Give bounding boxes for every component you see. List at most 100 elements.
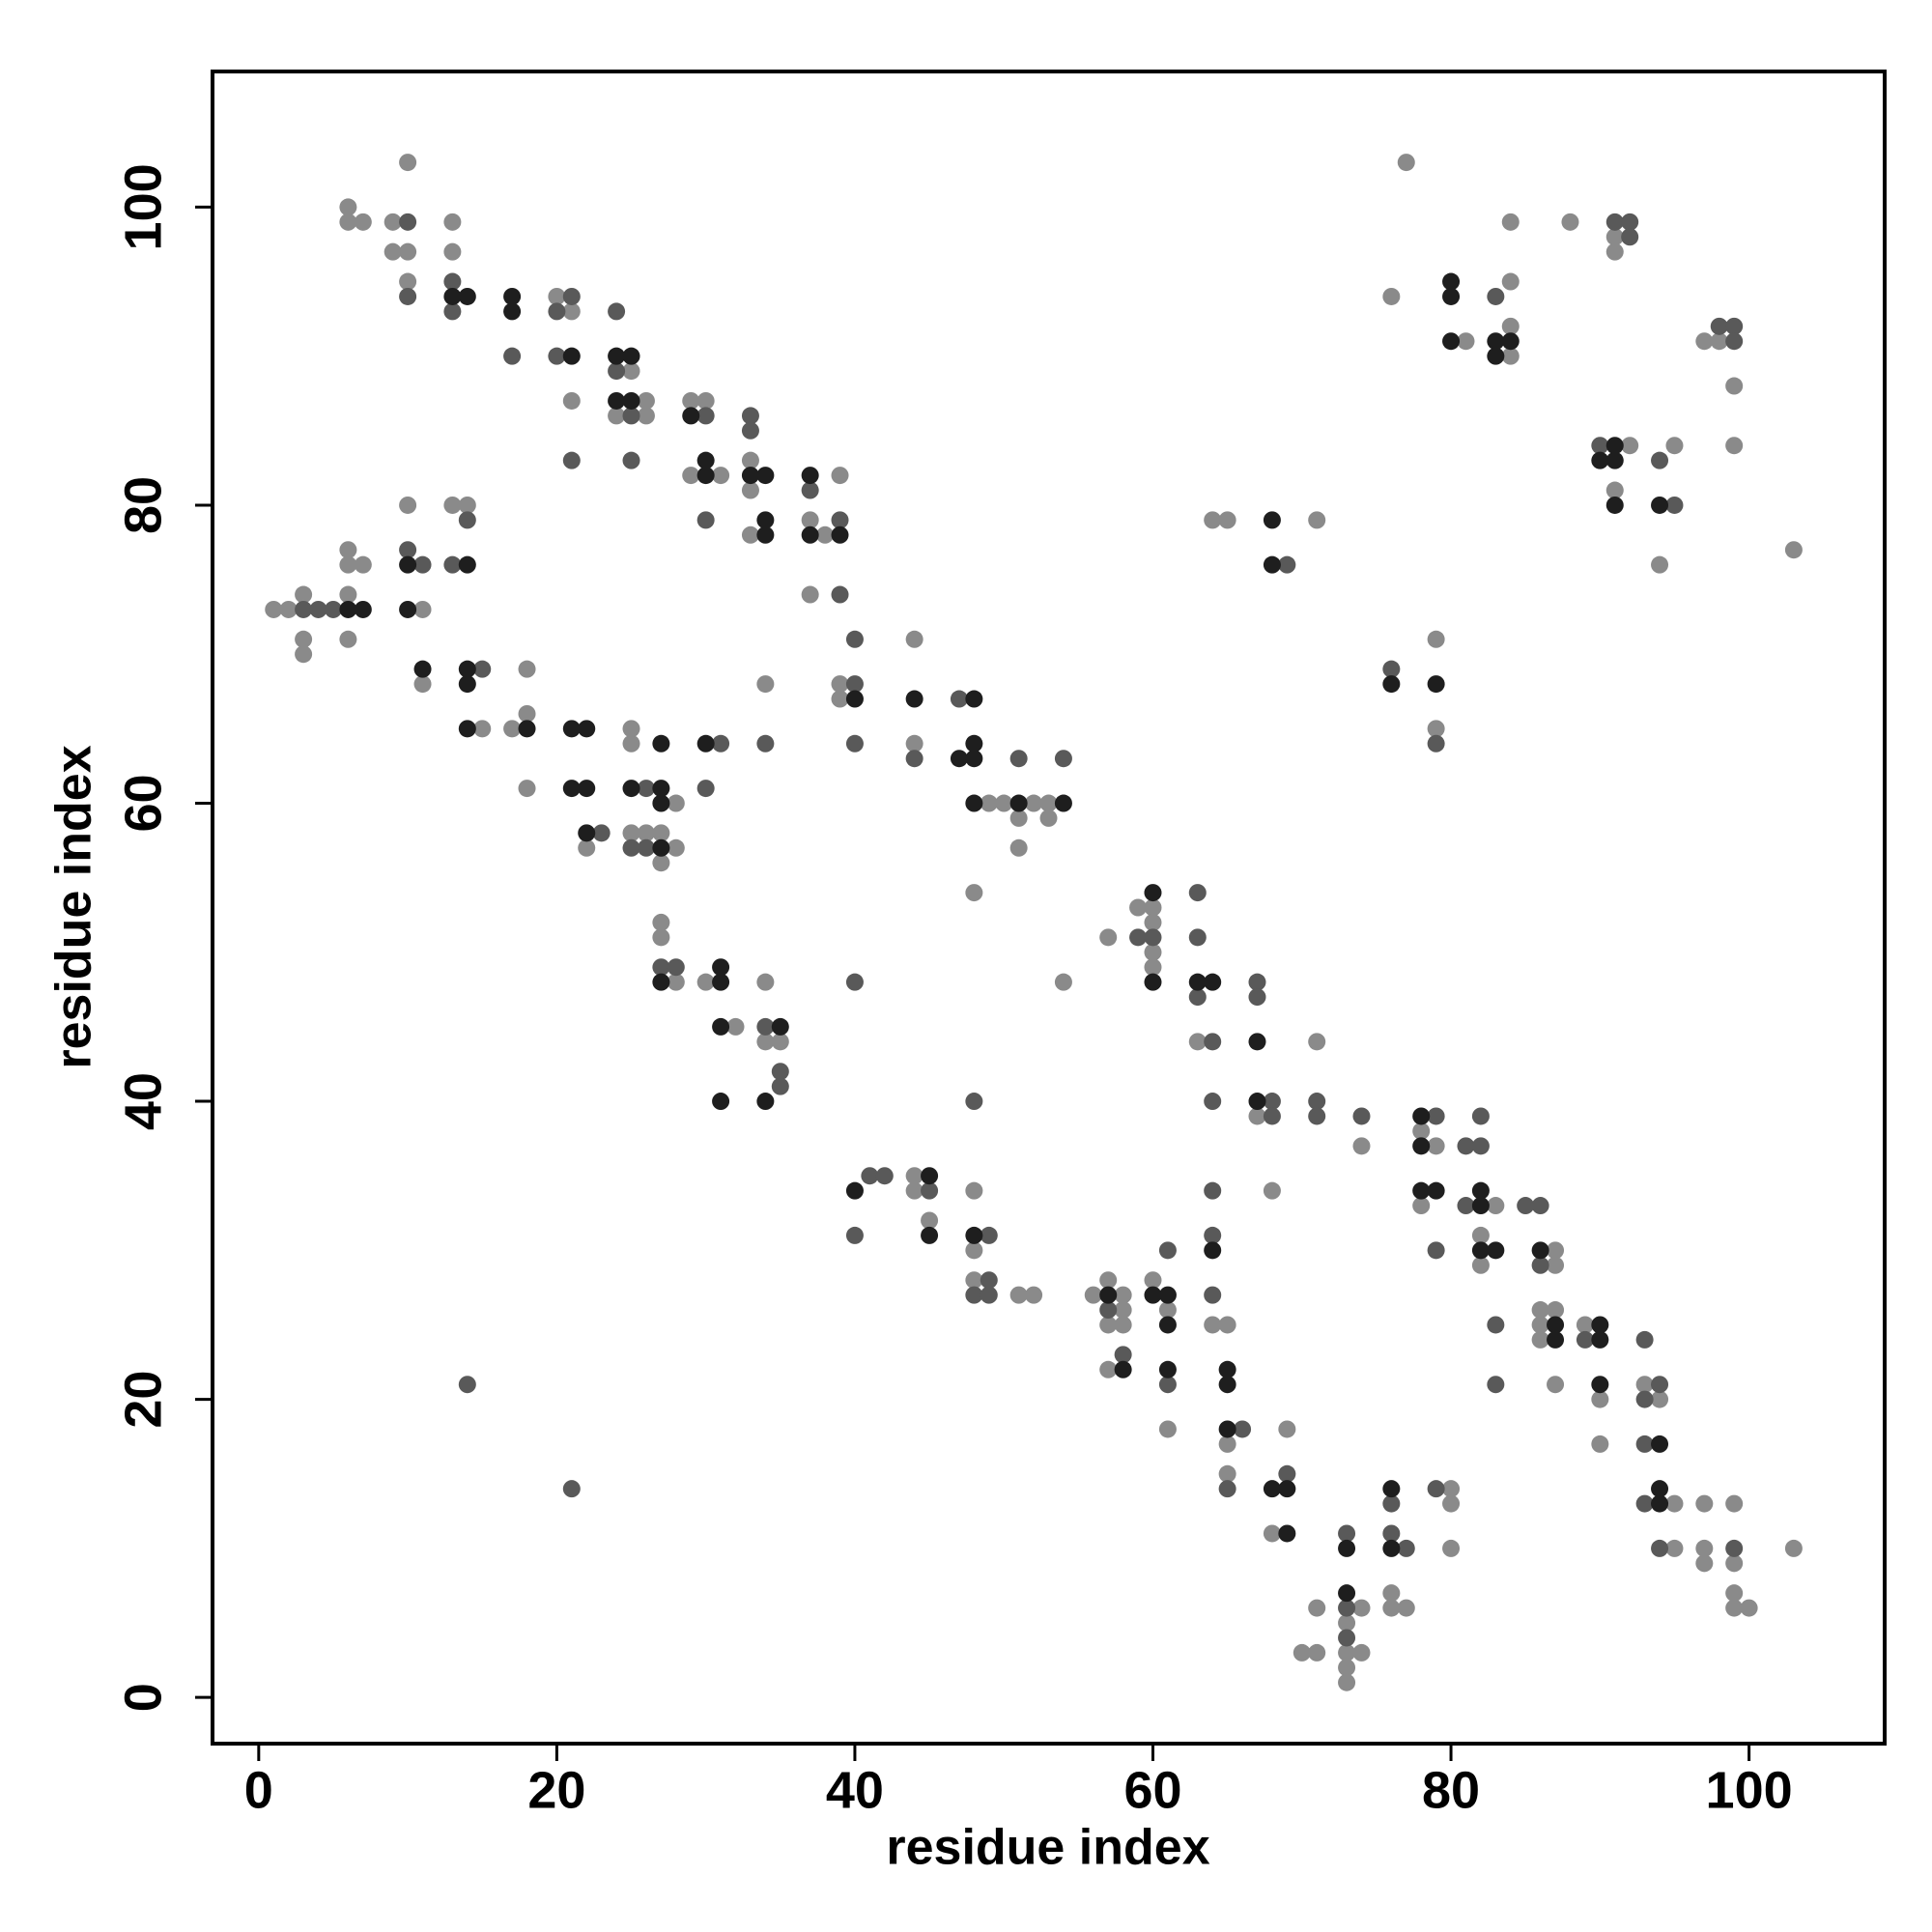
scatter-point — [741, 467, 759, 485]
scatter-point — [1605, 242, 1624, 261]
scatter-point — [1651, 555, 1669, 574]
scatter-point — [1204, 1093, 1222, 1111]
scatter-point — [905, 630, 923, 648]
scatter-point — [503, 302, 522, 321]
scatter-point — [965, 750, 983, 768]
scatter-point — [1397, 154, 1415, 172]
scatter-point — [1591, 1330, 1609, 1349]
scatter-point — [741, 526, 759, 544]
scatter-point — [1099, 1301, 1118, 1320]
scatter-point — [1576, 1316, 1594, 1334]
scatter-point — [1471, 1226, 1490, 1244]
scatter-point — [339, 541, 357, 559]
scatter-point — [652, 794, 670, 812]
scatter-point — [503, 720, 522, 738]
scatter-point — [1218, 1435, 1236, 1453]
scatter-point — [1710, 332, 1728, 351]
scatter-point — [1412, 1137, 1431, 1155]
y-tick-label: 40 — [114, 1072, 172, 1130]
scatter-point — [1576, 1330, 1594, 1349]
scatter-point — [980, 1271, 998, 1290]
scatter-point — [905, 750, 923, 768]
scatter-point — [1635, 1376, 1654, 1394]
scatter-point — [965, 1271, 983, 1290]
scatter-point — [1218, 1316, 1236, 1334]
scatter-point — [1263, 511, 1281, 529]
scatter-point — [562, 720, 581, 738]
scatter-point — [384, 242, 402, 261]
scatter-point — [831, 526, 849, 544]
scatter-point — [1188, 988, 1207, 1007]
scatter-point — [652, 824, 670, 842]
scatter-point — [1457, 332, 1475, 351]
scatter-point — [1204, 1241, 1222, 1260]
scatter-point — [845, 734, 864, 753]
scatter-point — [965, 734, 983, 753]
scatter-point — [1412, 1122, 1431, 1140]
scatter-point — [1054, 750, 1072, 768]
scatter-point — [1204, 1316, 1222, 1334]
scatter-point — [1099, 1286, 1118, 1304]
scatter-point — [443, 555, 462, 574]
scatter-point — [726, 1017, 745, 1036]
x-tick-label: 0 — [244, 1761, 273, 1819]
scatter-point — [1621, 213, 1639, 231]
scatter-point — [1442, 1494, 1461, 1513]
scatter-point — [1442, 1539, 1461, 1557]
scatter-point — [1591, 1376, 1609, 1394]
y-tick-label: 60 — [114, 774, 172, 832]
scatter-point — [1591, 451, 1609, 469]
x-tick-label: 20 — [527, 1761, 585, 1819]
scatter-point — [354, 555, 372, 574]
y-tick-label: 80 — [114, 476, 172, 534]
scatter-point — [1531, 1256, 1549, 1274]
scatter-point — [905, 1181, 923, 1200]
scatter-point — [667, 838, 685, 857]
scatter-point — [1114, 1316, 1132, 1334]
scatter-point — [1635, 1494, 1654, 1513]
scatter-point — [1621, 228, 1639, 246]
scatter-point — [578, 838, 596, 857]
scatter-point — [1158, 1376, 1177, 1394]
scatter-point — [1695, 1494, 1714, 1513]
scatter-point — [1665, 1539, 1684, 1557]
scatter-point — [608, 302, 626, 321]
scatter-point — [1188, 1033, 1207, 1051]
scatter-point — [1457, 1197, 1475, 1215]
scatter-point — [1218, 1420, 1236, 1438]
scatter-point — [1234, 1420, 1252, 1438]
scatter-point — [354, 600, 372, 618]
scatter-point — [1382, 1539, 1401, 1557]
scatter-point — [548, 302, 566, 321]
scatter-point — [1784, 541, 1803, 559]
scatter-point — [771, 1017, 789, 1036]
scatter-point — [518, 780, 536, 798]
scatter-point — [1084, 1286, 1102, 1304]
scatter-point — [1427, 734, 1445, 753]
scatter-point — [771, 1063, 789, 1081]
scatter-point — [1338, 1524, 1356, 1543]
scatter-point — [1248, 1107, 1266, 1125]
scatter-point — [1054, 973, 1072, 991]
scatter-point — [1263, 1181, 1281, 1200]
scatter-point — [1382, 1524, 1401, 1543]
scatter-point — [696, 407, 715, 425]
scatter-point — [622, 838, 640, 857]
x-tick-label: 40 — [826, 1761, 884, 1819]
scatter-point — [1784, 1539, 1803, 1557]
scatter-point — [399, 287, 417, 305]
scatter-point — [503, 347, 522, 365]
scatter-point — [458, 511, 476, 529]
scatter-point — [741, 421, 759, 440]
scatter-point — [980, 1226, 998, 1244]
scatter-point — [578, 720, 596, 738]
scatter-point — [1605, 228, 1624, 246]
scatter-point — [682, 467, 700, 485]
scatter-point — [652, 838, 670, 857]
scatter-point — [1635, 1390, 1654, 1408]
scatter-point — [295, 645, 313, 664]
scatter-point — [696, 511, 715, 529]
scatter-point — [458, 555, 476, 574]
scatter-point — [771, 1077, 789, 1095]
